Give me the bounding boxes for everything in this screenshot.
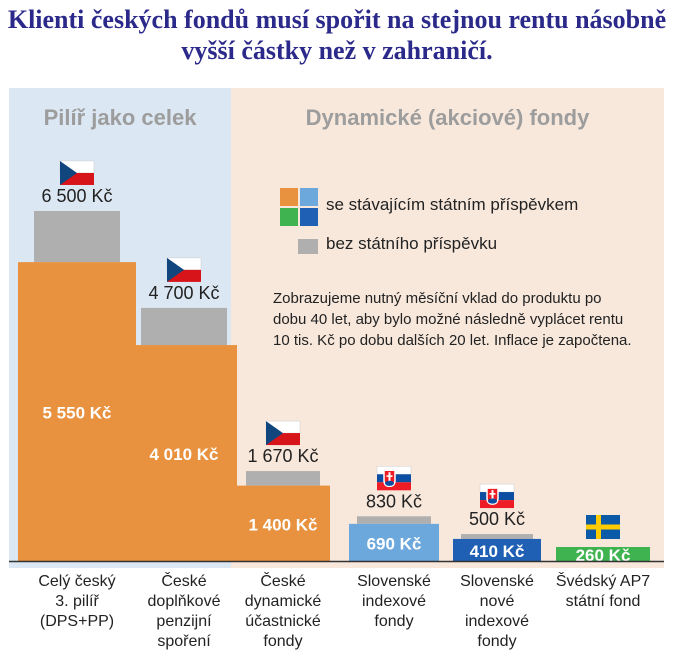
- flag-se-icon: [586, 514, 620, 539]
- value-label-without-state: 1 670 Kč: [247, 446, 318, 466]
- bar-without-state: [246, 471, 320, 486]
- value-label-with-state: 260 Kč: [576, 546, 631, 565]
- bar-without-state: [461, 534, 533, 539]
- value-label-without-state: 830 Kč: [366, 491, 422, 511]
- category-label: Slovenské nové indexové fondy: [460, 573, 534, 650]
- panel-header-dynamic: Dynamické (akciové) fondy: [305, 105, 590, 130]
- bar-with-state: [131, 345, 237, 561]
- bar-without-state: [357, 516, 431, 524]
- bar-with-state: [18, 262, 136, 561]
- category-label: České dynamické účastnické fondy: [244, 573, 322, 650]
- category-label: České doplňkové penzijní spoření: [147, 573, 221, 650]
- flag-cz-icon: [265, 420, 301, 446]
- chart-title: Klienti českých fondů musí spořit na ste…: [7, 5, 667, 65]
- bar-with-state: [556, 546, 650, 561]
- value-label-with-state: 5 550 Kč: [43, 404, 112, 423]
- legend-label-with-state: se stávajícím státním příspěvkem: [326, 195, 579, 214]
- flag-sk-icon: [376, 466, 412, 491]
- value-label-without-state: 6 500 Kč: [41, 186, 112, 206]
- gray-swatch-icon: [298, 239, 318, 254]
- bar-with-state: [349, 523, 439, 561]
- value-label-with-state: 410 Kč: [470, 542, 525, 561]
- flag-cz-icon: [59, 160, 95, 185]
- category-label: Švédský AP7 státní fond: [555, 573, 651, 610]
- flag-cz-icon: [166, 257, 202, 282]
- category-label: Slovenské indexové fondy: [357, 573, 431, 630]
- value-label-with-state: 690 Kč: [367, 534, 422, 553]
- bar-with-state: [236, 485, 330, 561]
- value-label-with-state: 4 010 Kč: [150, 445, 219, 464]
- panel-header-pillar: Pilíř jako celek: [43, 105, 197, 130]
- bar-without-state: [34, 210, 120, 263]
- legend-label-without-state: bez státního příspěvku: [326, 234, 498, 253]
- four-squares-icon: [280, 188, 318, 226]
- category-label: Celý český 3. pilíř (DPS+PP): [38, 573, 116, 630]
- value-label-with-state: 1 400 Kč: [249, 515, 318, 534]
- value-label-without-state: 500 Kč: [469, 509, 525, 529]
- methodology-note: Zobrazujeme nutný měsíční vklad do produ…: [273, 290, 632, 349]
- bar-without-state: [141, 307, 227, 346]
- flag-sk-icon: [479, 483, 515, 509]
- value-label-without-state: 4 700 Kč: [148, 283, 219, 303]
- bar-with-state: [453, 538, 541, 561]
